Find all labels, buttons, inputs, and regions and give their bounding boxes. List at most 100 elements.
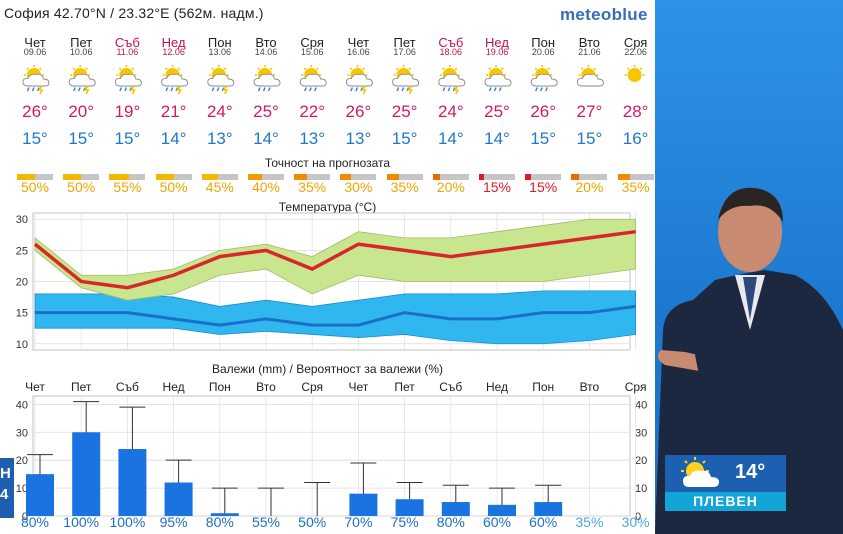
precip-probability: 80%: [20, 514, 50, 530]
sun-cloud-rain-storm-icon: [161, 65, 189, 95]
day-date: 20.06: [531, 47, 555, 57]
sun-cloud-rain-storm-icon: [345, 65, 373, 95]
day-min-temp: 13°: [299, 129, 326, 148]
accuracy-bar: [17, 174, 53, 180]
badge-bottom: [665, 492, 786, 511]
rain-drop: [488, 87, 492, 92]
sun-ray: [26, 67, 30, 71]
sun-ray: [269, 67, 273, 71]
min-temp-line: [35, 304, 636, 327]
day-max-temp: 26°: [345, 102, 372, 121]
temperature-title: Температура (°C): [278, 200, 377, 214]
rain-drop: [262, 87, 266, 92]
accuracy-fill: [432, 174, 440, 180]
day-min-temp: 14°: [160, 129, 187, 148]
precip-bar: [210, 513, 239, 516]
precip-tick-label-left: 0: [22, 511, 28, 523]
rain-drop: [304, 87, 307, 92]
precip-day-label: Съб: [115, 380, 139, 394]
location-header: София 42.70°N / 23.32°E (562м. надм.): [4, 5, 264, 21]
precip-probability: 75%: [390, 514, 419, 530]
precip-bar: [164, 482, 193, 516]
max-temp-line: [33, 229, 636, 290]
day-name: Сря: [623, 35, 648, 50]
sun-ray: [534, 67, 538, 71]
accuracy-bar: [571, 174, 608, 180]
lightning: [453, 85, 460, 95]
day-min-temp: 15°: [391, 129, 418, 148]
day-max-temp: 22°: [299, 102, 326, 121]
day-min-temp: 15°: [530, 129, 557, 148]
temp-tick-label: 15: [16, 308, 28, 320]
day-date: 21.06: [578, 47, 601, 57]
accuracy-fill: [525, 174, 531, 180]
day-name: Пет: [70, 35, 93, 50]
sun-ray: [408, 67, 412, 71]
precip-day-label: Съб: [439, 380, 463, 394]
sun-ray: [349, 67, 353, 71]
accuracy-percent: 45%: [205, 179, 234, 195]
day-date: 22.06: [624, 47, 647, 57]
day-max-temp: 21°: [160, 102, 187, 121]
badge-temperature: 14°: [735, 461, 766, 483]
day-name: Пон: [207, 35, 232, 50]
accuracy-fill: [248, 174, 263, 180]
charts-svg: 10 15 20 25 30 0 0 10 10 20 20 30 30 40 40: [16, 65, 647, 523]
left-edge-text: Н 4: [0, 465, 11, 503]
day-max-temp: 20°: [68, 102, 95, 121]
day-name: Съб: [438, 35, 464, 50]
cloud: [438, 73, 466, 87]
sun-cloud-rain-storm-icon: [68, 65, 96, 95]
precip-probability: 60%: [482, 514, 512, 530]
accuracy-fill: [294, 174, 307, 180]
day-max-temp: 25°: [391, 102, 418, 121]
day-min-temp: 14°: [253, 129, 279, 148]
precip-bar: [349, 493, 378, 516]
day-min-temp: 13°: [345, 129, 372, 148]
precip-tick-label-right: 0: [635, 511, 641, 523]
rain-drop: [73, 87, 76, 92]
cloud: [299, 73, 327, 87]
sun-cloud-rain-storm-icon: [207, 65, 235, 95]
sun-ray: [627, 67, 630, 71]
rain-drop: [257, 87, 261, 92]
temp-tick-label: 30: [16, 214, 28, 226]
day-date: 13.06: [208, 47, 232, 57]
accuracy-bar: [248, 174, 284, 180]
cloud: [22, 73, 50, 87]
rain-drop: [540, 87, 543, 92]
lightning: [129, 85, 136, 95]
day-date: 16.06: [347, 47, 370, 57]
rain-drop: [309, 87, 312, 92]
accuracy-fill: [201, 174, 218, 180]
rain-drop: [493, 87, 497, 92]
sun-cloud-rain-storm-icon: [392, 65, 420, 95]
lightning: [37, 85, 44, 95]
precip-probability: 30%: [621, 514, 650, 530]
day-min-temp: 15°: [22, 129, 48, 148]
precip-day-label: Сря: [301, 380, 324, 394]
rain-drop: [211, 87, 215, 92]
accuracy-title: Точност на прогнозата: [264, 156, 391, 170]
rain-drop: [401, 87, 405, 92]
day-date: 09.06: [23, 47, 47, 57]
day-min-temp: 15°: [114, 129, 141, 148]
brand-logo: meteoblue: [560, 5, 648, 24]
day-date: 11.06: [116, 47, 139, 57]
day-name: Пет: [393, 35, 416, 50]
precip-day-label: Вто: [256, 380, 276, 394]
sun-ray: [500, 67, 504, 71]
accuracy-bar: [155, 174, 192, 180]
rain-drop: [355, 87, 359, 92]
rain-drop: [26, 87, 30, 92]
sun-cloud-icon: [681, 457, 719, 487]
precip-day-label: Нед: [162, 380, 185, 394]
precip-day-label: Сря: [624, 380, 647, 394]
accuracy-fill: [63, 174, 82, 180]
sun-ray: [85, 67, 88, 71]
rain-drop: [447, 87, 451, 92]
day-date: 15.06: [300, 47, 324, 57]
cloud: [253, 73, 281, 87]
accuracy-bar: [479, 174, 515, 180]
accuracy-percent: 15%: [529, 179, 558, 195]
